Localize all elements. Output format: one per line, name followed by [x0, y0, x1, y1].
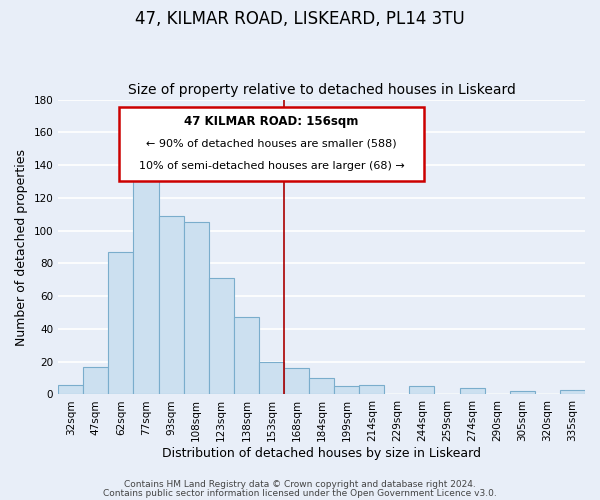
Bar	[133, 156, 158, 394]
Bar	[309, 378, 334, 394]
Bar	[510, 391, 535, 394]
Text: ← 90% of detached houses are smaller (588): ← 90% of detached houses are smaller (58…	[146, 139, 397, 149]
Bar	[158, 216, 184, 394]
Bar	[58, 384, 83, 394]
X-axis label: Distribution of detached houses by size in Liskeard: Distribution of detached houses by size …	[162, 447, 481, 460]
Bar	[209, 278, 234, 394]
FancyBboxPatch shape	[119, 107, 424, 180]
Text: 10% of semi-detached houses are larger (68) →: 10% of semi-detached houses are larger (…	[139, 162, 404, 172]
Bar	[184, 222, 209, 394]
Bar	[460, 388, 485, 394]
Text: Contains public sector information licensed under the Open Government Licence v3: Contains public sector information licen…	[103, 489, 497, 498]
Bar	[259, 362, 284, 394]
Text: Contains HM Land Registry data © Crown copyright and database right 2024.: Contains HM Land Registry data © Crown c…	[124, 480, 476, 489]
Bar	[83, 366, 109, 394]
Text: 47 KILMAR ROAD: 156sqm: 47 KILMAR ROAD: 156sqm	[184, 114, 359, 128]
Bar	[409, 386, 434, 394]
Y-axis label: Number of detached properties: Number of detached properties	[15, 148, 28, 346]
Bar	[284, 368, 309, 394]
Bar	[560, 390, 585, 394]
Text: 47, KILMAR ROAD, LISKEARD, PL14 3TU: 47, KILMAR ROAD, LISKEARD, PL14 3TU	[135, 10, 465, 28]
Bar	[109, 252, 133, 394]
Title: Size of property relative to detached houses in Liskeard: Size of property relative to detached ho…	[128, 83, 515, 97]
Bar	[334, 386, 359, 394]
Bar	[359, 384, 385, 394]
Bar	[234, 318, 259, 394]
